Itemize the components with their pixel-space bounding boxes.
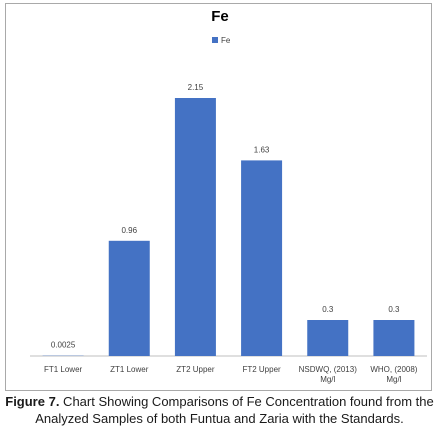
chart-title: Fe	[211, 8, 229, 25]
caption-text: Chart Showing Comparisons of Fe Concentr…	[35, 394, 434, 426]
x-tick-label-1: FT1 Lower	[44, 365, 83, 374]
legend-swatch	[212, 37, 218, 43]
caption-label: Figure 7.	[5, 394, 60, 409]
x-tick-label-2: ZT1 Lower	[110, 365, 149, 374]
data-labels: 0.0025 0.96 2.15 1.63 0.3 0.3	[51, 83, 400, 350]
figure-caption: Figure 7. Chart Showing Comparisons of F…	[0, 393, 439, 427]
x-tick-label-6: WHO, (2008) Mg/l	[370, 365, 417, 384]
bar-2	[108, 240, 150, 356]
data-label-6: 0.3	[388, 305, 400, 314]
bar-6	[373, 320, 415, 356]
data-label-2: 0.96	[121, 226, 137, 235]
x-tick-label-5: NSDWQ, (2013) Mg/l	[299, 365, 358, 384]
bar-4	[241, 160, 283, 356]
chart-frame	[5, 3, 432, 391]
bar-3	[174, 98, 216, 356]
data-label-3: 2.15	[188, 83, 204, 92]
data-label-1: 0.0025	[51, 341, 76, 350]
bars	[42, 98, 415, 356]
x-tick-label-3: ZT2 Upper	[176, 365, 215, 374]
bar-5	[307, 320, 349, 356]
legend-label: Fe	[221, 36, 231, 45]
x-tick-label-4: FT2 Upper	[242, 365, 281, 374]
legend: Fe	[212, 36, 231, 45]
x-tick-labels: FT1 Lower ZT1 Lower ZT2 Upper FT2 Upper NSDW…	[44, 365, 418, 384]
bar-chart: Fe Fe 0.0025 0.96 2.15 1.63 0.3 0.3 FT1 Lower…	[30, 8, 427, 384]
data-label-5: 0.3	[322, 305, 334, 314]
data-label-4: 1.63	[254, 145, 270, 154]
